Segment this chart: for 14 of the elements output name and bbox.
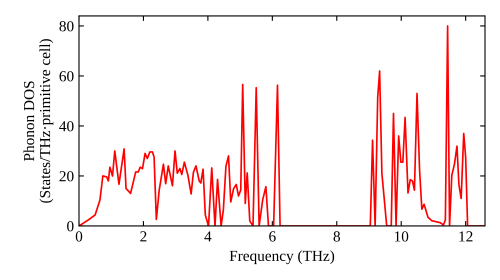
y-tick-label: 0 <box>67 221 74 232</box>
x-tick-label: 12 <box>459 231 472 242</box>
x-tick-label: 8 <box>334 231 340 242</box>
x-tick-label: 6 <box>269 231 276 242</box>
x-tick-label: 4 <box>204 231 212 242</box>
x-tick-label: 2 <box>140 231 146 242</box>
y-tick-label: 60 <box>60 71 74 82</box>
x-tick-label: 10 <box>394 231 408 242</box>
y-tick-label: 80 <box>59 21 74 32</box>
y-tick-label: 20 <box>60 171 74 182</box>
y-axis-title: Phonon DOS (States/THz·primitive cell) <box>23 39 54 203</box>
x-axis-title: Frequency (THz) <box>230 250 334 264</box>
y-tick-label: 40 <box>59 121 74 132</box>
x-tick-label: 0 <box>76 231 82 242</box>
